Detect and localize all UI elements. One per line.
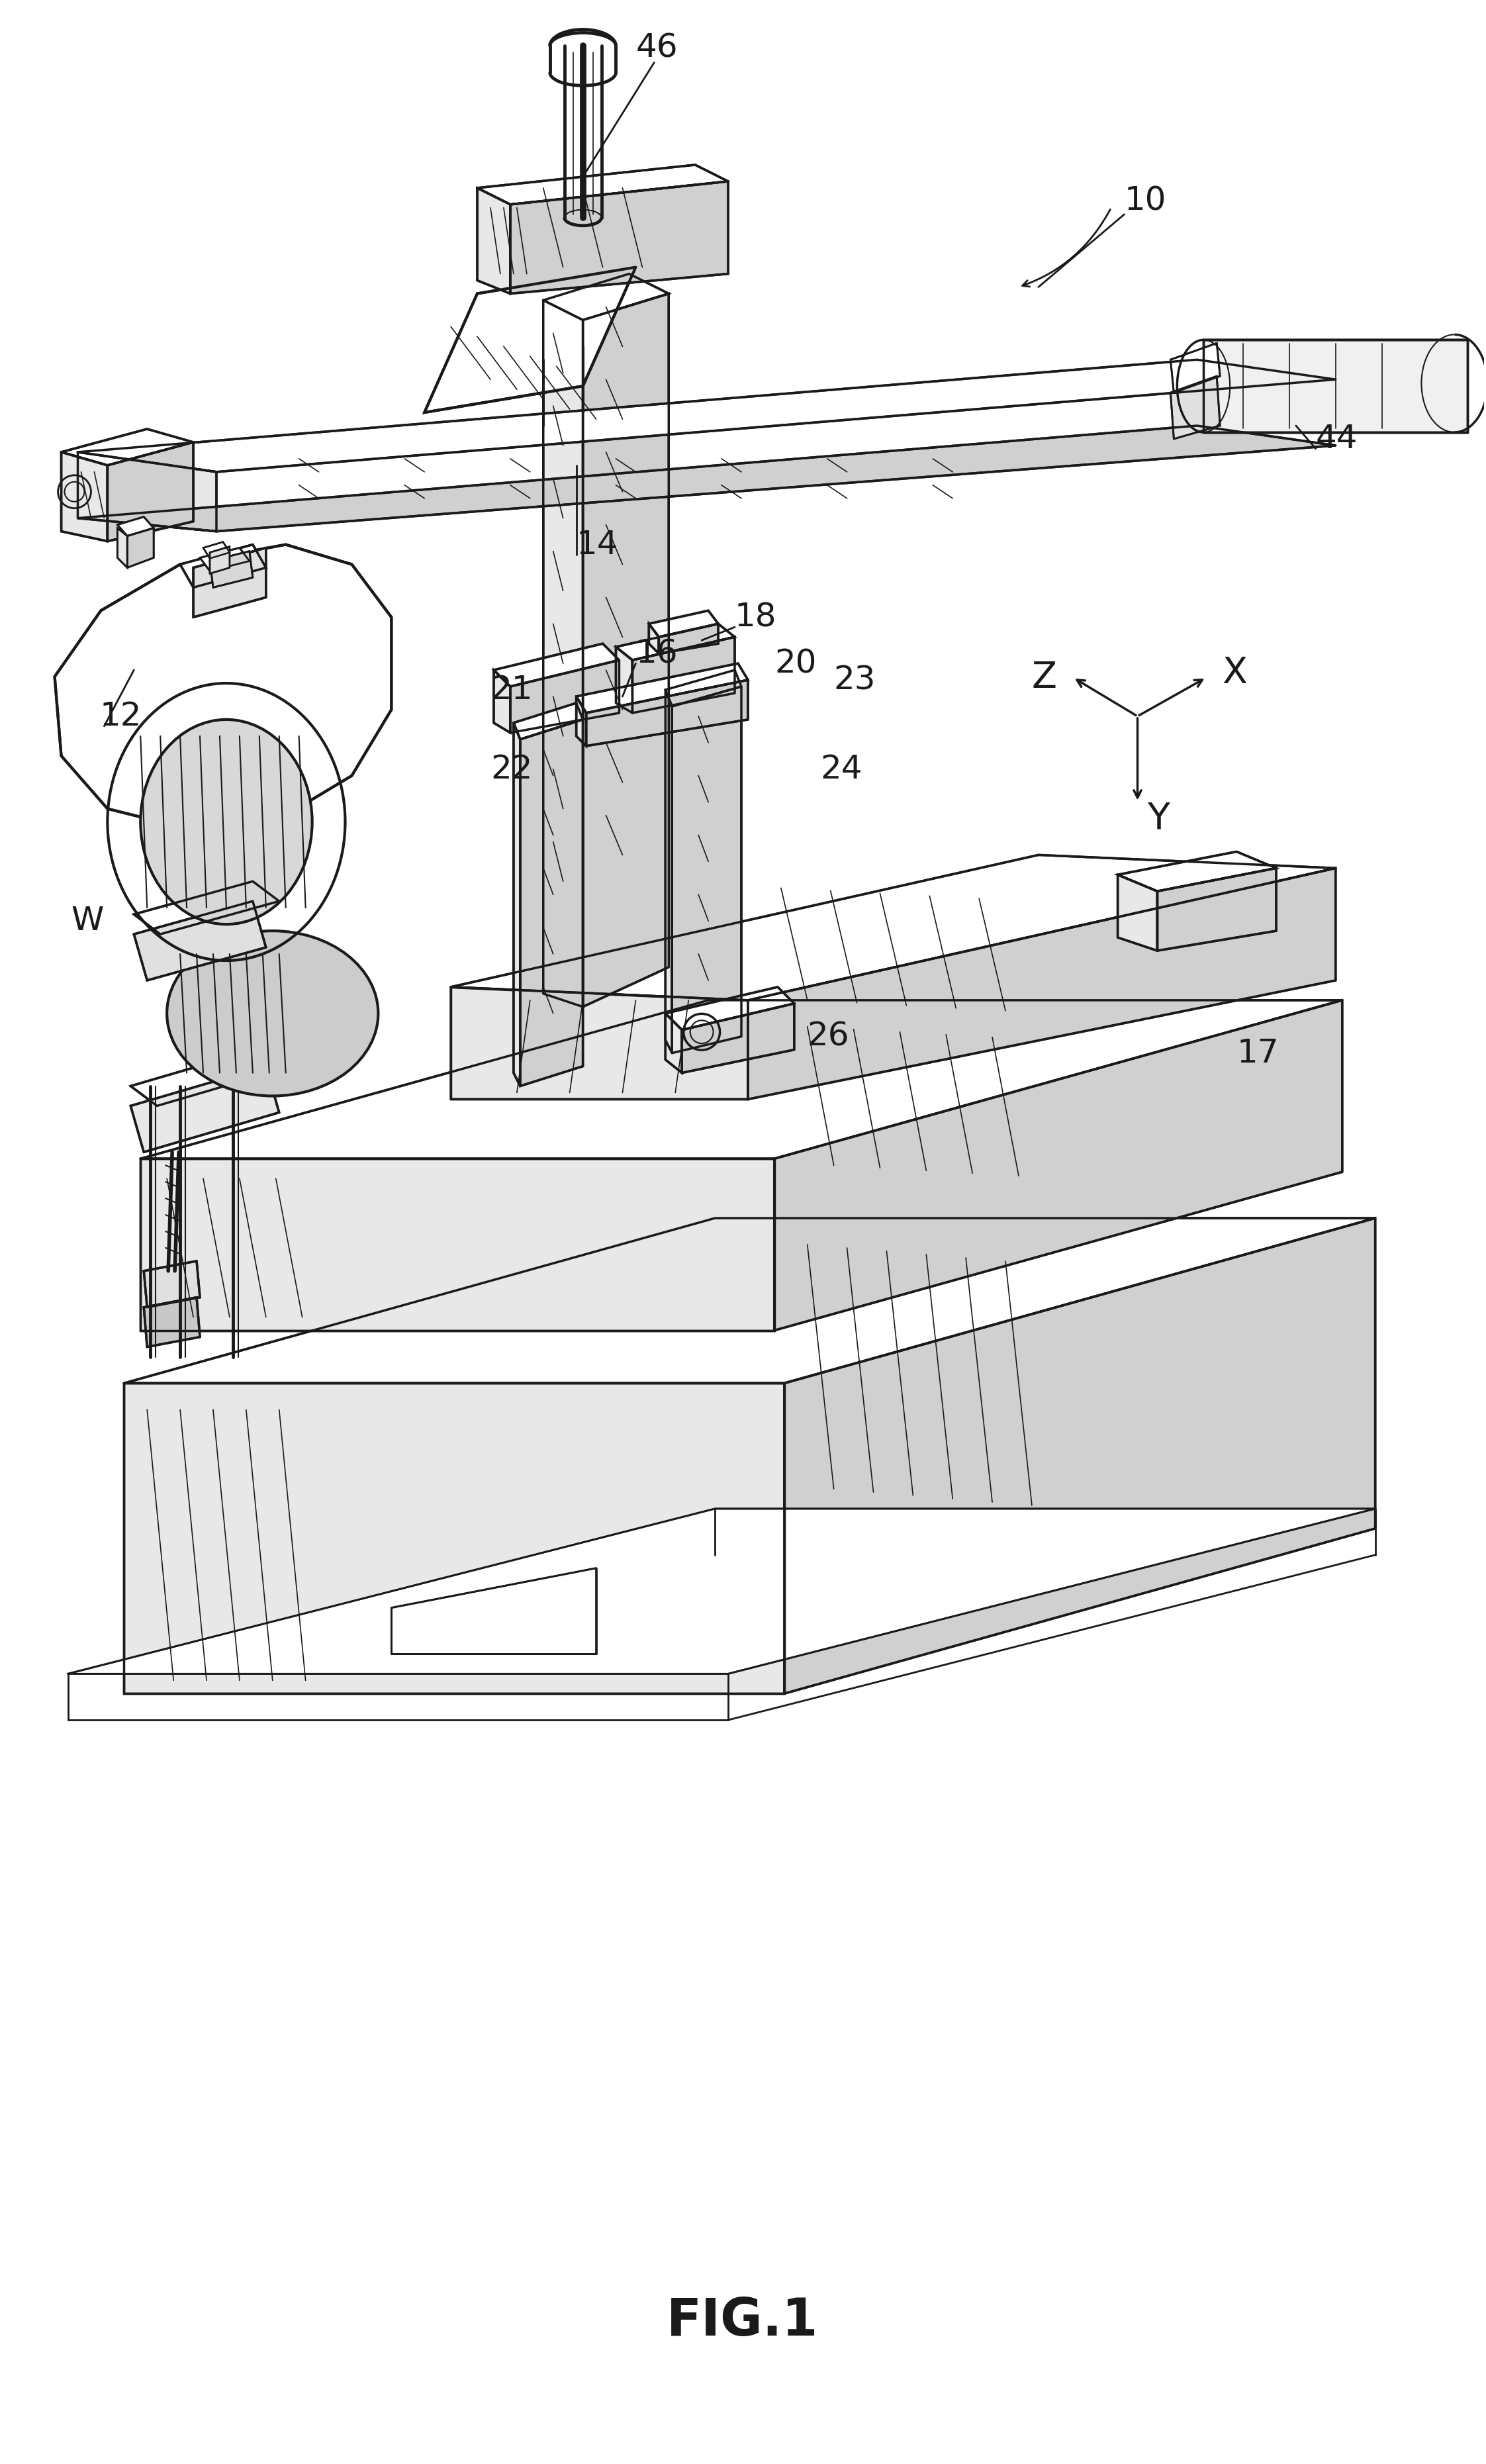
Text: Z: Z [1031,660,1057,695]
Polygon shape [210,547,230,574]
Polygon shape [544,274,669,320]
Polygon shape [544,301,583,1008]
Polygon shape [193,547,266,616]
Polygon shape [131,1047,293,1106]
Polygon shape [128,527,153,567]
Polygon shape [204,542,230,559]
Polygon shape [450,855,1336,1000]
Polygon shape [577,697,585,747]
Polygon shape [1171,342,1220,392]
Polygon shape [514,722,520,1087]
Polygon shape [117,527,128,567]
FancyArrowPatch shape [1022,209,1110,286]
Polygon shape [666,670,742,707]
Polygon shape [666,1013,682,1072]
Text: 18: 18 [734,601,777,633]
Text: 20: 20 [774,648,816,680]
Polygon shape [747,867,1336,1099]
Polygon shape [672,687,742,1052]
Polygon shape [649,623,658,653]
Polygon shape [583,293,669,1008]
Polygon shape [210,552,253,586]
Polygon shape [666,690,672,1052]
Polygon shape [144,1299,201,1348]
Polygon shape [117,517,153,537]
Ellipse shape [166,931,379,1096]
Polygon shape [144,1262,201,1308]
Polygon shape [55,545,391,828]
Polygon shape [658,623,718,653]
Polygon shape [450,988,747,1099]
Text: X: X [1223,655,1248,692]
Polygon shape [425,266,636,411]
Polygon shape [649,611,718,638]
Polygon shape [123,1382,785,1693]
Text: 14: 14 [577,530,618,559]
Polygon shape [493,670,510,732]
Polygon shape [520,719,583,1087]
Polygon shape [585,680,747,747]
Text: 46: 46 [636,32,678,64]
Polygon shape [1171,377,1220,439]
Polygon shape [77,426,1336,532]
Polygon shape [1117,875,1158,951]
Text: 26: 26 [807,1020,850,1052]
Polygon shape [61,451,107,542]
Text: 12: 12 [100,700,141,732]
Polygon shape [514,702,583,739]
Polygon shape [785,1217,1375,1693]
Text: 10: 10 [1125,185,1167,217]
Polygon shape [510,660,620,732]
Polygon shape [1204,340,1468,431]
Text: 24: 24 [820,754,862,786]
Polygon shape [107,441,193,542]
Polygon shape [682,1003,794,1072]
Ellipse shape [141,719,312,924]
Polygon shape [615,648,633,712]
Polygon shape [477,187,510,293]
Polygon shape [131,1067,279,1153]
Polygon shape [141,1158,774,1331]
Polygon shape [391,1567,596,1653]
Polygon shape [77,360,1336,473]
Text: FIG.1: FIG.1 [667,2296,819,2346]
Polygon shape [493,643,620,687]
Polygon shape [577,663,747,712]
Polygon shape [201,547,250,572]
Text: 21: 21 [490,675,532,705]
Text: 44: 44 [1315,424,1358,456]
Polygon shape [615,623,734,660]
Polygon shape [666,988,794,1030]
Text: W: W [71,904,104,936]
Polygon shape [61,429,193,466]
Polygon shape [510,182,728,293]
Polygon shape [123,1217,1375,1382]
Text: 22: 22 [490,754,532,786]
Text: 17: 17 [1236,1037,1278,1069]
Polygon shape [180,545,266,586]
Polygon shape [68,1508,1375,1673]
Text: Y: Y [1147,801,1169,835]
Text: 16: 16 [636,638,678,670]
Polygon shape [774,1000,1342,1331]
Polygon shape [141,1000,1342,1158]
Text: 23: 23 [834,663,875,695]
Polygon shape [134,882,279,934]
Polygon shape [77,451,217,532]
Polygon shape [477,165,728,205]
Polygon shape [633,638,734,712]
Polygon shape [1158,867,1276,951]
Polygon shape [1117,853,1276,892]
Polygon shape [134,902,266,981]
